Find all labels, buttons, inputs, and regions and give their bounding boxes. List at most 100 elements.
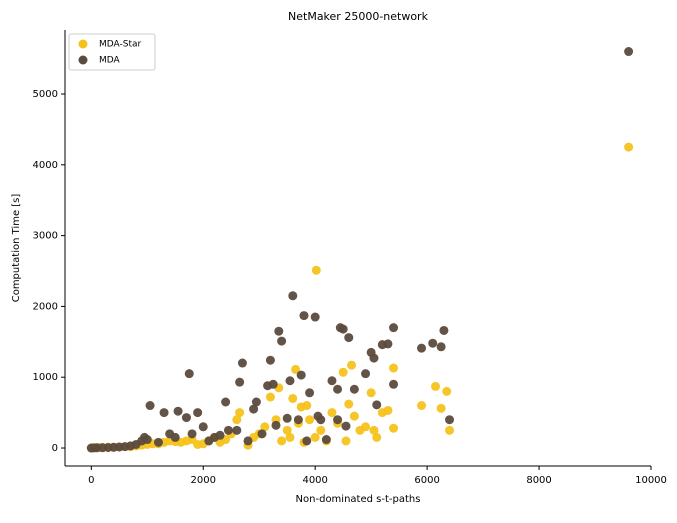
y-tick-label: 3000 — [33, 231, 58, 242]
point — [232, 415, 242, 425]
point — [215, 430, 225, 440]
point — [249, 404, 259, 414]
point — [344, 333, 354, 343]
point — [389, 323, 399, 333]
legend-label: MDA — [99, 56, 121, 66]
point — [428, 338, 438, 348]
point — [187, 429, 197, 439]
point — [417, 343, 427, 353]
point — [293, 415, 303, 425]
point — [361, 369, 371, 379]
point — [321, 435, 331, 445]
point — [369, 425, 379, 435]
point — [349, 411, 359, 421]
point — [265, 355, 275, 365]
point — [251, 397, 261, 407]
point — [265, 392, 275, 402]
point — [193, 408, 203, 418]
y-tick-label: 1000 — [33, 372, 58, 383]
point — [389, 379, 399, 389]
point — [170, 432, 180, 442]
point — [347, 360, 357, 370]
point — [366, 388, 376, 398]
point — [145, 401, 155, 411]
point — [445, 415, 455, 425]
point — [389, 363, 399, 373]
point — [327, 376, 337, 386]
point — [341, 436, 351, 446]
point — [383, 405, 393, 415]
y-tick-label: 0 — [52, 443, 58, 454]
point — [445, 425, 455, 435]
point — [198, 422, 208, 432]
y-tick-label: 2000 — [33, 301, 58, 312]
x-tick-label: 2000 — [191, 475, 216, 486]
point — [142, 435, 152, 445]
point — [383, 339, 393, 349]
point — [285, 432, 295, 442]
point — [369, 353, 379, 363]
point — [338, 324, 348, 334]
point — [291, 364, 301, 374]
point — [277, 436, 287, 446]
point — [305, 388, 315, 398]
point — [417, 401, 427, 411]
x-tick-label: 8000 — [526, 475, 551, 486]
legend-marker — [78, 39, 88, 49]
point — [333, 384, 343, 394]
point — [173, 406, 183, 416]
point — [442, 386, 452, 396]
point — [282, 413, 292, 423]
point — [237, 358, 247, 368]
point — [223, 425, 233, 435]
point — [181, 413, 191, 423]
point — [372, 432, 382, 442]
point — [277, 336, 287, 346]
point — [361, 422, 371, 432]
point — [316, 425, 326, 435]
point — [257, 429, 267, 439]
y-tick-label: 4000 — [33, 160, 58, 171]
x-tick-label: 6000 — [414, 475, 439, 486]
point — [316, 415, 326, 425]
point — [338, 367, 348, 377]
point — [260, 422, 270, 432]
point — [333, 415, 343, 425]
point — [299, 311, 309, 321]
point — [344, 399, 354, 409]
legend-marker — [78, 55, 88, 65]
point — [305, 415, 315, 425]
point — [153, 437, 163, 447]
point — [310, 312, 320, 322]
point — [288, 393, 298, 403]
x-tick-label: 10000 — [635, 475, 667, 486]
point — [285, 376, 295, 386]
point — [274, 326, 284, 336]
point — [296, 370, 306, 380]
point — [282, 425, 292, 435]
point — [221, 397, 231, 407]
x-axis-label: Non-dominated s-t-paths — [296, 494, 421, 505]
point — [288, 291, 298, 301]
x-tick-label: 4000 — [302, 475, 327, 486]
point — [271, 420, 281, 430]
y-axis-label: Computation Time [s] — [11, 194, 22, 303]
point — [311, 265, 321, 275]
point — [310, 432, 320, 442]
point — [232, 425, 242, 435]
x-tick-label: 0 — [88, 475, 94, 486]
point — [243, 436, 253, 446]
point — [431, 381, 441, 391]
point — [327, 408, 337, 418]
legend-label: MDA-Star — [99, 40, 142, 50]
point — [624, 47, 634, 57]
point — [436, 403, 446, 413]
point — [302, 436, 312, 446]
point — [389, 423, 399, 433]
point — [302, 401, 312, 411]
point — [372, 400, 382, 410]
point — [235, 377, 245, 387]
point — [349, 384, 359, 394]
legend-box — [68, 33, 156, 71]
point — [624, 142, 634, 152]
